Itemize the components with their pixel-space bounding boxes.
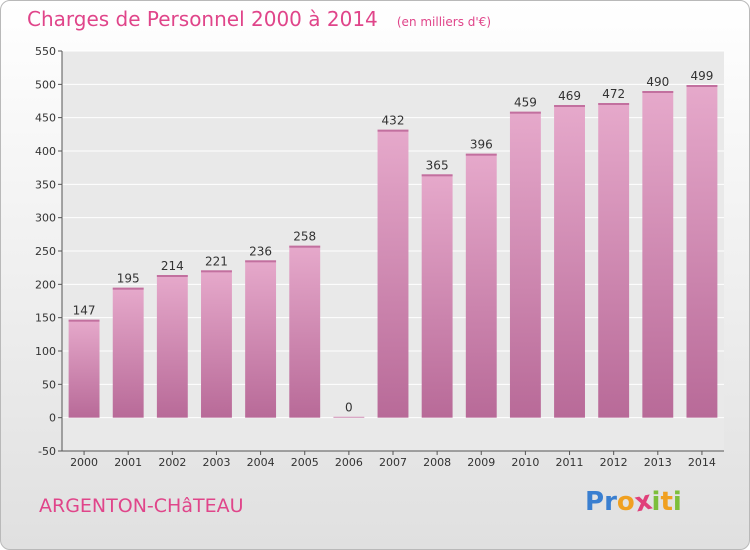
bar-top-edge [421,174,453,177]
bar [201,270,232,418]
bar-top-edge [377,129,409,132]
y-tick-label: 550 [35,45,56,58]
x-tick-label: 2001 [114,456,142,469]
chart-title: Charges de Personnel 2000 à 2014 [27,7,378,31]
y-tick-label: 50 [42,378,56,391]
logo-letter: o [616,487,635,517]
logo-letter: P [585,487,605,517]
y-tick-label: 400 [35,145,56,158]
x-tick-label: 2009 [467,456,495,469]
bar-value-label: 499 [690,69,713,83]
y-tick-label: 250 [35,245,56,258]
bar [465,153,497,418]
bar [554,105,585,418]
x-tick-label: 2013 [644,456,672,469]
logo-letter: r [604,487,617,517]
bar [156,275,188,418]
chart-title-block: Charges de Personnel 2000 à 2014 (en mil… [27,7,491,31]
bar-value-label: 472 [602,87,625,101]
logo-letter: i [672,487,682,517]
proxiti-logo: Proxiti [585,486,682,519]
x-tick-label: 2004 [247,456,275,469]
bar-value-label: 236 [249,244,272,258]
logo-letter: i [651,487,661,517]
bar-value-label: 396 [470,138,493,152]
x-tick-label: 2005 [291,456,319,469]
bar-value-label: 0 [345,401,353,415]
bar [245,260,277,418]
bar-top-edge [686,85,718,87]
x-tick-label: 2003 [202,456,230,469]
bar-top-edge [598,103,630,105]
bar [333,416,365,418]
bar-top-edge [68,319,100,322]
bar [686,85,718,418]
x-tick-label: 2000 [70,456,98,469]
y-tick-label: 200 [35,278,56,291]
x-tick-label: 2012 [600,456,628,469]
y-tick-label: 100 [35,345,56,358]
x-tick-label: 2002 [158,456,186,469]
x-tick-label: 2006 [335,456,363,469]
chart-unit-note: (en milliers d'€) [396,15,491,29]
bar-value-label: 214 [161,259,184,273]
bar [68,319,100,418]
bar-top-edge [245,260,277,263]
x-tick-label: 2014 [688,456,716,469]
bar-value-label: 365 [426,158,449,172]
bar [642,91,674,418]
x-tick-label: 2007 [379,456,407,469]
y-tick-label: 0 [49,412,56,425]
bar-value-label: 221 [205,254,228,268]
x-tick-label: 2011 [556,456,584,469]
bar [377,129,409,418]
y-tick-label: -50 [38,445,56,458]
y-tick-label: 500 [35,78,56,91]
bar-value-label: 459 [514,96,537,110]
bar-value-label: 195 [117,272,140,286]
bar-top-edge [156,275,188,277]
bar-top-edge [554,105,585,107]
bar-top-edge [112,287,144,290]
bar [289,245,321,418]
x-tick-label: 2010 [511,456,539,469]
bar [421,174,453,418]
bar [112,287,144,418]
bar-top-edge [509,111,541,114]
logo-letter: t [660,487,673,517]
bar-value-label: 147 [73,304,96,318]
place-name: ARGENTON-CHâTEAU [39,495,244,517]
x-tick-label: 2008 [423,456,451,469]
bar-top-edge [642,91,674,93]
bar-top-edge [201,270,232,273]
y-tick-label: 150 [35,312,56,325]
y-tick-label: 300 [35,212,56,225]
bar [598,103,630,418]
bar-value-label: 490 [646,75,669,89]
y-tick-label: 350 [35,178,56,191]
bar-value-label: 258 [293,230,316,244]
y-tick-label: 450 [35,112,56,125]
bar-top-edge [289,245,321,248]
bar [509,111,541,418]
bar-value-label: 432 [382,114,405,128]
bar-value-label: 469 [558,89,581,103]
bar-top-edge [465,153,497,156]
